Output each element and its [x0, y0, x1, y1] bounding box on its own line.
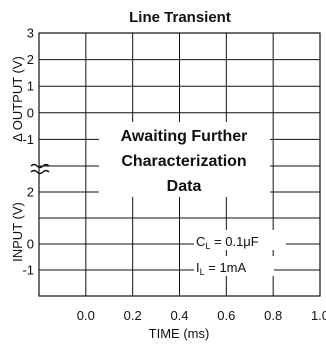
cl-subscript: L	[205, 241, 210, 251]
top-y-axis-label: Δ OUTPUT (V)	[10, 56, 25, 142]
x-tick-label-3: 0.6	[217, 308, 235, 323]
top-y-tick-labels: 3 2 1 0 -1	[22, 26, 34, 147]
top-y-tick-2: 1	[27, 79, 34, 94]
x-tick-label-5: 1.0	[311, 308, 326, 323]
top-y-tick-1: 2	[27, 52, 34, 67]
top-y-tick-0: 3	[27, 26, 34, 41]
bottom-y-tick-labels: 2 0 -1	[22, 185, 34, 278]
bottom-y-tick-2: -1	[22, 263, 34, 278]
bottom-y-tick-0: 2	[27, 185, 34, 200]
x-tick-label-0: 0.0	[77, 308, 95, 323]
x-axis-label: TIME (ms)	[149, 326, 210, 341]
x-tick-label-2: 0.4	[170, 308, 188, 323]
break-mark-upper	[30, 163, 50, 169]
top-y-tick-4: -1	[22, 132, 34, 147]
chart-title: Line Transient	[129, 9, 231, 26]
il-annotation-background	[194, 256, 274, 276]
center-note-line-3: Data	[167, 178, 202, 195]
center-note-line-1: Awaiting Further	[121, 128, 248, 145]
il-symbol: I	[196, 260, 200, 275]
bottom-y-tick-1: 0	[27, 237, 34, 252]
x-tick-label-4: 0.8	[264, 308, 282, 323]
il-value: = 1mA	[205, 260, 247, 275]
center-note-background	[99, 122, 270, 197]
x-tick-labels: 0.0 0.2 0.4 0.6 0.8 1.0	[77, 308, 326, 323]
bottom-y-axis-label: INPUT (V)	[10, 202, 25, 262]
il-subscript: L	[200, 267, 205, 277]
cl-annotation: CL = 0.1μF	[196, 234, 259, 251]
break-marker	[30, 163, 50, 175]
cl-value: = 0.1μF	[210, 234, 258, 249]
break-mark-lower	[30, 169, 50, 175]
cl-annotation-background	[194, 230, 286, 250]
center-note-line-2: Characterization	[121, 153, 246, 170]
top-y-tick-3: 0	[27, 105, 34, 120]
x-tick-label-1: 0.2	[124, 308, 142, 323]
plot-frame	[38, 32, 321, 297]
cl-symbol: C	[196, 234, 205, 249]
il-annotation: IL = 1mA	[196, 260, 247, 277]
